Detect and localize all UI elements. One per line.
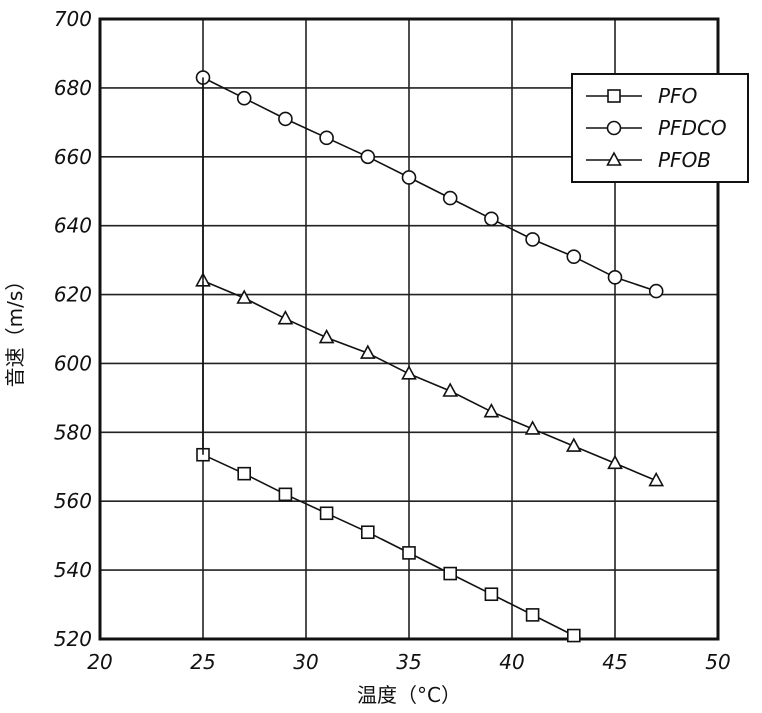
tick-labels: 20 25 30 35 40 45 50 520 540 560 580 600 620 640 660 68…	[54, 7, 731, 674]
y-tick-label: 580	[54, 420, 92, 444]
y-axis-title: 音速（m/s）	[3, 271, 27, 388]
x-tick-label: 35	[396, 650, 421, 674]
data-point-pfdco	[566, 249, 582, 264]
y-tick-label: 600	[54, 351, 92, 375]
x-tick-label: 45	[602, 650, 627, 674]
series-layer	[195, 70, 665, 643]
data-point-pfo	[484, 587, 499, 602]
data-point-pfdco	[442, 190, 458, 206]
data-point-pfob	[359, 344, 376, 359]
data-point-pfo	[525, 608, 540, 622]
data-point-pfob	[442, 382, 459, 397]
y-tick-label: 660	[54, 145, 92, 169]
data-point-pfo	[278, 487, 293, 502]
data-point-pfdco	[484, 211, 499, 227]
legend: PFO PFDCO PFOB	[571, 73, 749, 183]
data-point-pfob	[648, 471, 665, 487]
data-point-pfo	[360, 525, 375, 540]
plot-frame	[98, 17, 720, 641]
series-line-pfob	[202, 280, 657, 482]
y-tick-label: 540	[54, 558, 92, 582]
data-point-pfob	[524, 420, 541, 435]
legend-item-pfob: PFOB	[586, 148, 711, 172]
legend-label: PFDCO	[658, 116, 727, 140]
data-point-pfo	[566, 628, 581, 643]
data-point-pfdco	[236, 90, 252, 106]
x-axis-title: 温度（°C）	[357, 683, 461, 707]
series-line-pfo	[202, 453, 575, 637]
x-tick-label: 40	[499, 650, 524, 674]
series-line-pfdco	[202, 76, 657, 292]
y-tick-label: 700	[54, 7, 92, 31]
legend-label: PFOB	[658, 148, 711, 172]
data-point-pfdco	[360, 149, 376, 165]
legend-label: PFO	[658, 84, 697, 108]
data-point-pfob	[607, 454, 623, 470]
data-point-pfdco	[401, 170, 417, 185]
data-point-pfob	[236, 289, 253, 304]
x-tick-label: 30	[293, 650, 318, 674]
legend-marker-pfo	[607, 89, 621, 103]
y-tick-label: 640	[54, 214, 92, 238]
series-pfob	[195, 272, 665, 487]
x-tick-label: 20	[87, 650, 112, 674]
series-pfdco	[195, 70, 664, 299]
data-point-pfdco	[525, 232, 540, 247]
data-point-pfob	[483, 402, 500, 418]
data-point-pfdco	[278, 111, 293, 127]
y-tick-label: 620	[54, 283, 92, 307]
x-tick-label: 50	[705, 650, 730, 674]
data-point-pfdco	[607, 270, 623, 285]
y-tick-label: 560	[54, 489, 92, 513]
data-point-pfdco	[648, 283, 664, 299]
data-point-pfo	[319, 506, 334, 521]
data-point-pfob	[401, 365, 417, 380]
legend-item-pfdco: PFDCO	[586, 116, 727, 140]
data-point-pfo	[443, 566, 458, 581]
data-point-pfob	[277, 309, 294, 325]
y-tick-label: 520	[54, 627, 92, 651]
data-point-pfo	[402, 546, 416, 560]
legend-item-pfo: PFO	[586, 84, 697, 108]
legend-marker-pfob	[606, 151, 622, 166]
series-pfo	[196, 447, 581, 643]
legend-marker-pfdco	[606, 120, 622, 136]
data-point-pfo	[237, 466, 251, 481]
y-tick-label: 680	[54, 76, 92, 100]
data-point-pfdco	[319, 130, 334, 146]
x-tick-label: 25	[190, 650, 215, 674]
data-point-pfob	[565, 437, 582, 452]
data-point-pfob	[318, 328, 335, 344]
